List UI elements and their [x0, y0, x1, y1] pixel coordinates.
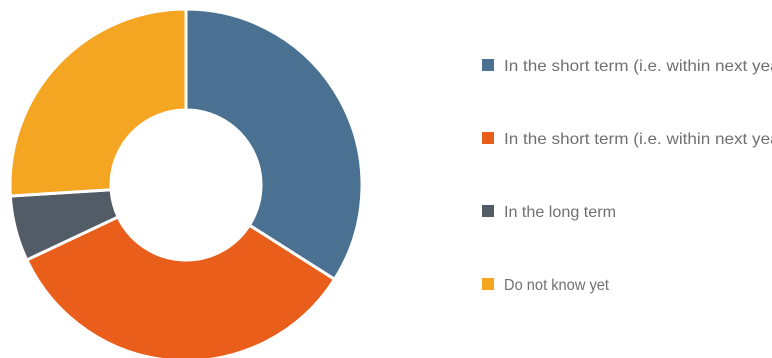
legend-item-2[interactable]: In the short term (i.e. within next year… — [482, 131, 772, 148]
legend: In the short term (i.e. within next year… — [482, 58, 772, 294]
legend-swatch — [482, 59, 494, 71]
legend-item-1[interactable]: In the short term (i.e. within next year… — [482, 58, 772, 75]
legend-label: In the short term (i.e. within next year… — [504, 58, 772, 75]
legend-label: In the long term — [504, 204, 616, 221]
donut-slice-1[interactable] — [184, 7, 364, 282]
legend-item-3[interactable]: In the long term — [482, 204, 616, 221]
legend-swatch — [482, 278, 494, 290]
legend-label: In the short term (i.e. within next year… — [504, 131, 772, 148]
donut-slices — [8, 7, 364, 358]
donut-slice-2[interactable] — [24, 214, 337, 358]
legend-label: Do not know yet — [504, 277, 610, 294]
legend-swatch — [482, 205, 494, 217]
donut-slice-4[interactable] — [8, 7, 188, 198]
legend-item-4[interactable]: Do not know yet — [482, 277, 610, 294]
legend-swatch — [482, 132, 494, 144]
